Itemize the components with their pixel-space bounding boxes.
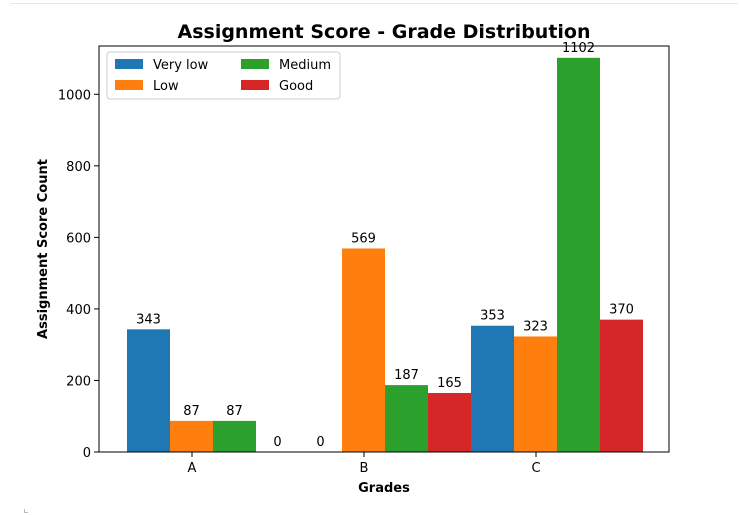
legend-label-very-low: Very low — [153, 58, 209, 73]
y-tick-label: 600 — [66, 231, 91, 246]
bar-value-label-low-c: 323 — [523, 319, 548, 334]
bar-low-b — [342, 248, 385, 452]
chart-title: Assignment Score - Grade Distribution — [178, 21, 591, 43]
bar-value-label-very-low-c: 353 — [480, 309, 505, 324]
bar-value-label-low-b: 569 — [351, 231, 376, 246]
bar-value-label-good-c: 370 — [609, 303, 634, 318]
bar-low-a — [170, 420, 213, 452]
bar-low-c — [514, 336, 557, 452]
x-tick-label-c: C — [531, 461, 540, 476]
bar-value-label-medium-a: 87 — [226, 404, 243, 419]
legend-box — [106, 51, 341, 100]
y-axis-label: Assignment Score Count — [36, 159, 51, 339]
window-top-divider — [10, 3, 738, 4]
bar-medium-c — [557, 57, 600, 452]
x-tick-label-a: A — [188, 461, 197, 476]
x-axis: A B C — [188, 452, 541, 476]
resize-corner-mark — [24, 509, 28, 513]
legend-swatch-medium — [241, 59, 269, 69]
bar-very-low-c — [471, 325, 514, 452]
legend: Very low Low Medium Good — [106, 51, 341, 100]
y-tick-label: 400 — [66, 303, 91, 318]
bar-value-label-medium-b: 187 — [394, 368, 419, 383]
y-tick-label: 200 — [66, 374, 91, 389]
bar-value-label-low-a: 87 — [183, 404, 200, 419]
y-tick-label: 0 — [83, 446, 91, 461]
bar-medium-b — [385, 385, 428, 452]
x-axis-label: Grades — [358, 481, 410, 496]
bar-labels-group: 343 87 87 0 0 569 187 165 353 323 1102 370 — [136, 41, 634, 450]
legend-label-medium: Medium — [279, 58, 331, 73]
bar-value-label-very-low-b: 0 — [316, 435, 324, 450]
bar-value-label-very-low-a: 343 — [136, 312, 161, 327]
bar-value-label-good-a: 0 — [273, 435, 281, 450]
bar-good-c — [600, 319, 643, 452]
legend-swatch-good — [241, 80, 269, 90]
legend-label-low: Low — [153, 79, 179, 94]
legend-label-good: Good — [279, 79, 313, 94]
bar-value-label-medium-c: 1102 — [562, 41, 595, 56]
bar-medium-a — [213, 420, 256, 452]
bar-value-label-good-b: 165 — [437, 376, 462, 391]
y-tick-label: 1000 — [58, 88, 91, 103]
x-tick-label-b: B — [360, 461, 369, 476]
y-axis: 0 200 400 600 800 1000 — [58, 88, 99, 461]
legend-swatch-low — [115, 80, 143, 90]
bars-group — [127, 57, 643, 452]
legend-swatch-very-low — [115, 59, 143, 69]
bar-good-b — [428, 392, 471, 452]
plot-area-frame — [98, 45, 670, 453]
bar-very-low-a — [127, 329, 170, 452]
y-tick-label: 800 — [66, 160, 91, 175]
